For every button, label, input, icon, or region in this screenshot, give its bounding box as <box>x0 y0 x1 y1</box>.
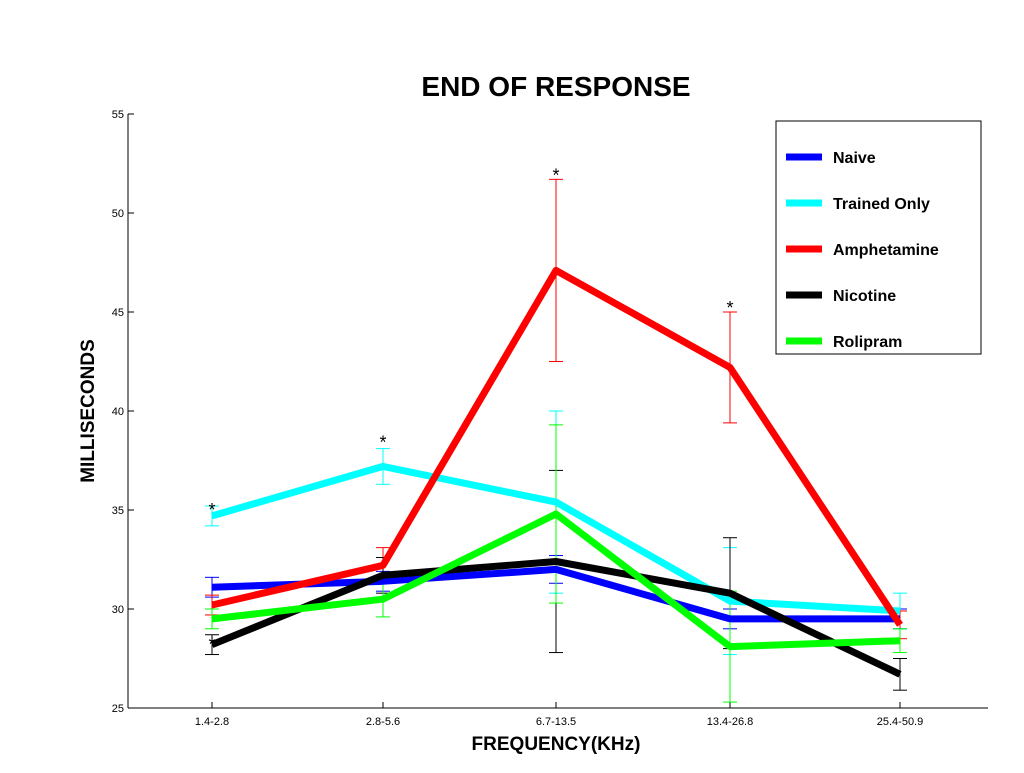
legend-label-nicotine: Nicotine <box>833 288 896 305</box>
y-tick-label: 40 <box>112 406 124 418</box>
chart-title: END OF RESPONSE <box>421 71 690 102</box>
legend: Naive Trained Only Amphetamine Nicotine Roli… <box>775 120 982 355</box>
significance-star: * <box>552 165 559 185</box>
series-line-nicotine <box>210 558 902 678</box>
x-tick-label: 2.8-5.6 <box>366 716 400 728</box>
legend-label-naive: Naive <box>833 150 876 167</box>
series-line-rolipram <box>211 510 901 651</box>
x-tick-label: 1.4-2.8 <box>195 716 229 728</box>
legend-label-trained-only: Trained Only <box>833 196 930 213</box>
y-tick-label: 25 <box>112 703 124 715</box>
series-lines <box>210 266 903 678</box>
x-tick-label: 6.7-13.5 <box>536 716 576 728</box>
legend-label-rolipram: Rolipram <box>833 334 902 351</box>
y-tick-label: 30 <box>112 604 124 616</box>
significance-star: * <box>208 635 215 655</box>
y-tick-label: 50 <box>112 208 124 220</box>
x-tick-label: 25.4-50.9 <box>877 716 923 728</box>
y-tick-label: 35 <box>112 505 124 517</box>
y-tick-label: 45 <box>112 307 124 319</box>
significance-star: * <box>379 433 386 453</box>
y-tick-label: 55 <box>112 109 124 121</box>
x-tick-label: 13.4-26.8 <box>707 716 753 728</box>
significance-star: * <box>726 298 733 318</box>
annotations: * * * * * <box>208 165 733 654</box>
significance-star: * <box>208 500 215 520</box>
series-line-amphetamine <box>211 266 903 627</box>
x-axis-title: FREQUENCY(KHz) <box>472 734 641 755</box>
series-line-trained-only <box>211 462 901 615</box>
x-ticks: 1.4-2.8 2.8-5.6 6.7-13.5 13.4-26.8 25.4-50.9 <box>195 702 923 728</box>
y-ticks: 25 30 35 40 45 50 55 <box>112 109 134 715</box>
y-axis-title: MILLISECONDS <box>78 339 99 483</box>
legend-label-amphetamine: Amphetamine <box>833 242 939 259</box>
